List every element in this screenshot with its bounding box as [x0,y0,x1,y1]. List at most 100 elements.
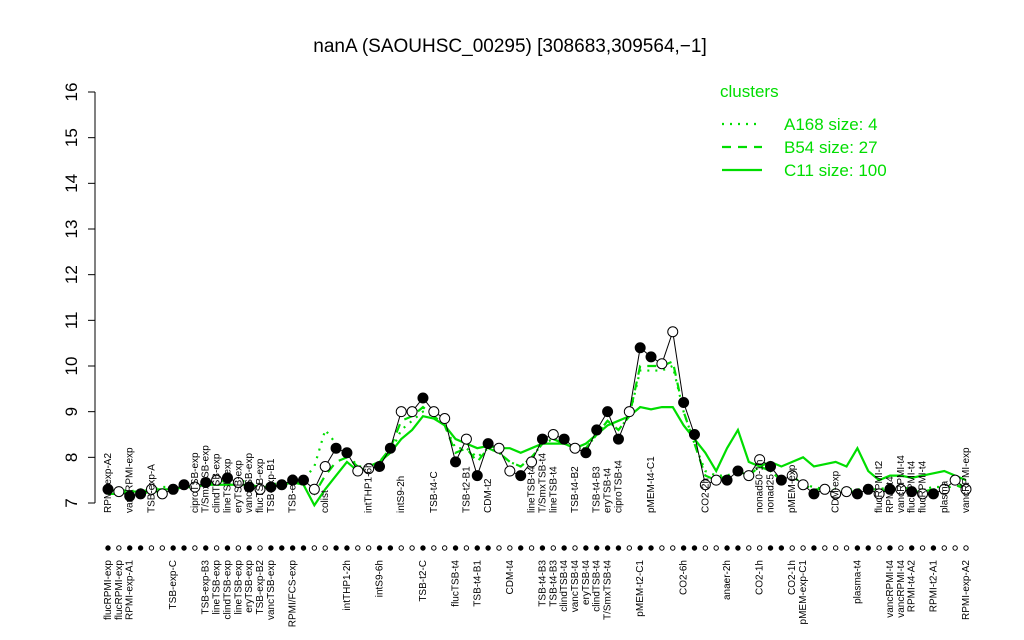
sample-point [211,474,223,486]
sample-point [862,483,874,495]
rug-marker [365,545,372,551]
x-tick-label: clindTSB-t4 [559,560,570,612]
sample-point [124,490,136,502]
rug-marker [398,545,404,551]
y-tick-label: 11 [62,312,81,330]
sample-point [439,413,451,425]
rug-marker [615,545,622,551]
sample-point [884,483,896,495]
rug-marker [919,545,926,551]
x-top-label: RPMI-t4 [885,476,896,513]
rug-marker [409,545,415,551]
x-top-label: vancRPMI-exp [961,447,972,513]
x-top-label: eryTSB-exp [233,460,244,513]
rug-marker [333,545,339,551]
rug-marker [637,545,643,551]
x-tick-label: plasma-t4 [852,560,863,604]
sample-point [775,474,787,486]
rug-marker [941,545,947,551]
x-top-label: CDM-t2 [483,478,494,513]
rug-marker [246,545,252,551]
legend-title: clusters [720,82,779,101]
rug-marker [908,545,915,551]
rug-marker [832,545,839,551]
rug-marker [778,545,785,551]
sample-point [417,392,429,404]
rug-marker [420,545,426,551]
x-top-label: lineTSB-exp [222,458,233,513]
chart-title: nanA (SAOUHSC_00295) [308683,309564,−1] [313,36,706,57]
sample-point [873,488,885,500]
x-top-label: lineTSB-t4 [527,466,538,513]
rug-marker [898,545,904,551]
rug-marker [105,545,111,551]
sample-point [330,442,342,454]
x-top-label: pMEM-exp [787,464,798,513]
sample-point [265,481,277,493]
x-top-label: plasma [939,480,950,513]
sample-point [623,406,635,418]
x-top-label: CDM-exp [831,470,842,513]
x-tick-label: pMEM-exp-C1 [798,560,809,625]
sample-point [699,479,711,491]
rug-marker [887,545,893,551]
rug-marker [507,545,513,551]
sample-point [558,433,570,445]
rug-marker [659,545,665,551]
x-tick-label: flucRPMI-exp [103,560,114,620]
sample-point [612,433,624,445]
sample-point [841,486,853,498]
sample-point [297,474,309,486]
rug-marker [257,545,263,551]
sample-point [927,488,939,500]
rug-marker [963,545,969,551]
rug-marker [930,545,937,551]
x-tick-label: clindTSB-exp [222,560,233,620]
x-top-label: intS9-2h [396,476,407,513]
x-top-label: nonad50-1h [755,460,766,513]
x-top-label: intTHP1-6h [364,462,375,513]
x-tick-label: T/SmxTSB-t4 [603,560,614,620]
sample-point [504,465,516,477]
rug-marker [528,545,535,551]
rug-marker [300,545,307,551]
x-tick-label: RPMI/FCS-exp [288,560,299,628]
rug-marker [691,545,698,551]
x-tick-label: vancTSB-exp [266,560,277,620]
sample-point [938,483,950,495]
rug-marker [127,545,133,551]
sample-point [308,483,320,495]
x-top-label: TSB-t2-B1 [461,466,472,513]
rug-marker [355,545,361,551]
sample-point [688,429,700,440]
sample-point [384,442,396,454]
x-top-label: flucRPMI-t4 [907,460,918,513]
sample-point [591,424,603,436]
rug-marker [604,545,611,551]
sample-point [243,481,255,493]
y-tick-label: 8 [62,453,81,462]
sample-point [135,488,147,500]
sample-point [232,476,244,488]
sample-point [851,488,863,500]
rug-marker [463,545,470,551]
x-tick-label: flucRPMI-exp [114,560,125,620]
sample-point [634,342,646,354]
x-top-label: TSB-exp [288,474,299,513]
x-top-label: pMEM-t4-C1 [646,456,657,513]
sample-point [830,488,842,500]
rug-marker [550,545,556,551]
rug-marker [670,545,676,551]
sample-point [721,474,733,486]
x-top-label: ciproTSB-exp [190,452,201,513]
rug-marker [561,545,567,551]
rug-marker [767,545,774,551]
rug-marker [452,545,459,551]
y-tick-label: 9 [62,407,81,416]
x-top-label: RPMI-exp-A2 [103,453,114,513]
x-top-label: TSB-exp-A [146,464,157,513]
sample-point [341,447,353,459]
rug-marker [539,545,546,551]
rug-marker [724,545,730,551]
